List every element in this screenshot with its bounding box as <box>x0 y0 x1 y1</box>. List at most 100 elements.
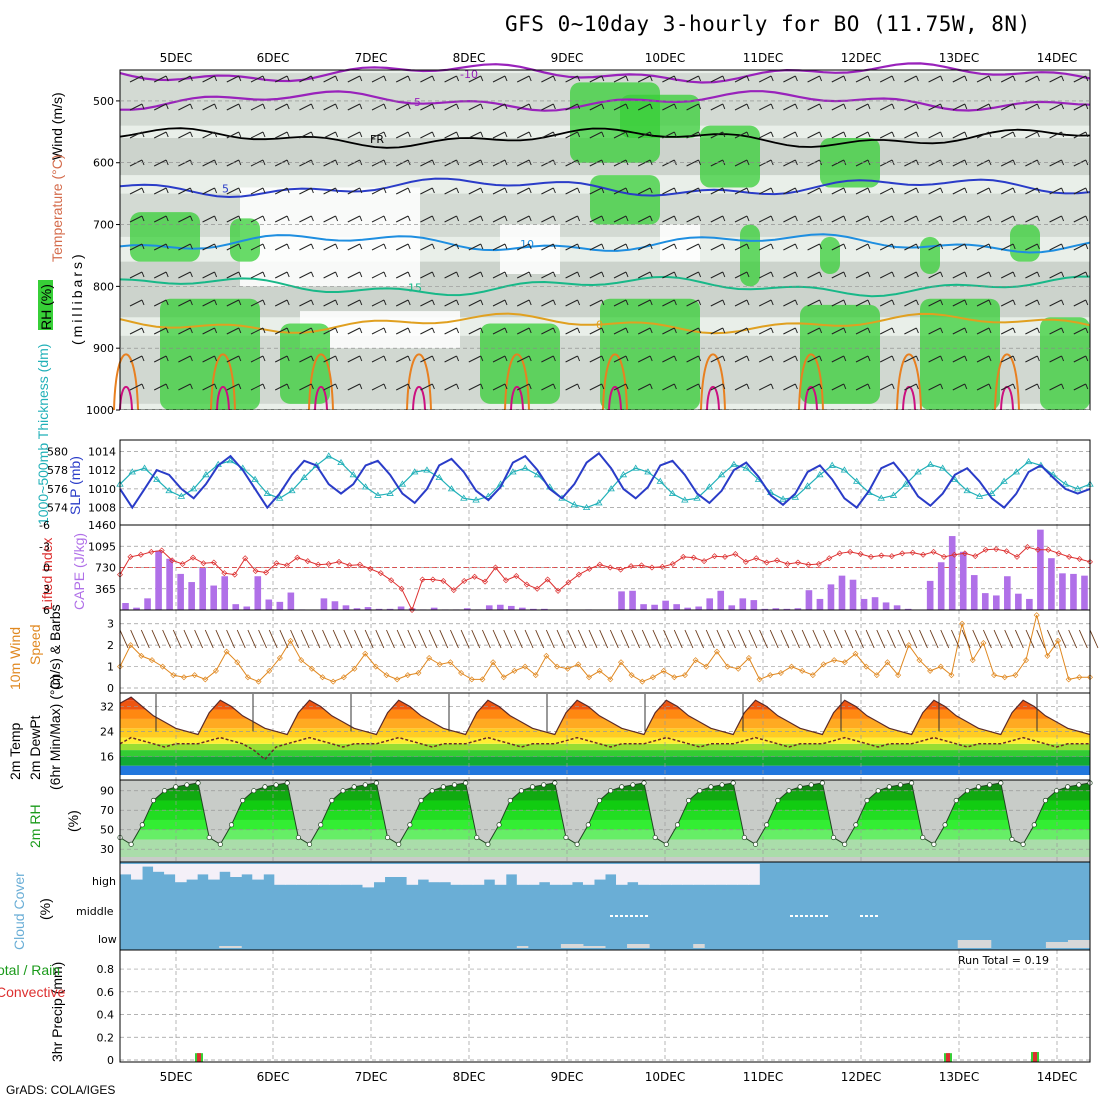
cloud-high-gap <box>505 864 518 875</box>
wind-barb-flag <box>504 383 508 390</box>
wind-speed-point <box>372 663 379 670</box>
cape-bar <box>816 598 824 610</box>
temp-tick: 16 <box>100 750 114 763</box>
wind-barb <box>347 271 361 279</box>
wind-barb-flag <box>698 243 702 250</box>
wind-barb <box>976 327 990 335</box>
li-point <box>784 560 791 567</box>
wind-barb-flag <box>286 103 290 110</box>
wind-barb <box>347 103 361 111</box>
rh-point <box>931 841 937 847</box>
wind-barb-flag <box>1061 103 1065 110</box>
cape-bar <box>783 608 791 610</box>
wind-barb-flag <box>843 131 847 138</box>
wind-barb <box>758 215 772 223</box>
wind-barb-flag <box>770 355 774 362</box>
wind-speed-point <box>170 672 177 679</box>
wind-barb-flag <box>1085 131 1089 138</box>
wind-speed-point <box>543 652 550 659</box>
wind-speed-point <box>554 663 561 670</box>
wind-barb-flag <box>335 299 339 306</box>
wind-barb <box>343 629 353 649</box>
wind-speed-point <box>831 657 838 664</box>
wind-barb-flag <box>214 327 218 334</box>
wind-barb-flag <box>770 383 774 390</box>
wind-barb <box>129 131 143 139</box>
li-point <box>482 578 489 585</box>
wind-barb <box>684 629 694 649</box>
cloud-low-bar <box>571 944 584 948</box>
wind-barb <box>420 299 433 307</box>
wind-barb <box>371 187 385 195</box>
wind-barb <box>250 75 264 83</box>
wind-barb <box>541 243 554 251</box>
wind-barb <box>758 355 772 363</box>
thickness-point <box>570 501 579 508</box>
wind-barb <box>202 103 215 111</box>
wind-barb <box>589 103 603 111</box>
wind-barb <box>833 629 843 649</box>
li-point <box>1045 546 1052 553</box>
wind-speed-point <box>426 655 433 661</box>
wind-barb <box>758 243 772 251</box>
wind-barb <box>250 187 264 195</box>
wind-barb <box>299 187 312 195</box>
cape-bar <box>948 536 956 610</box>
wind-barb-flag <box>286 75 290 82</box>
wind-barb <box>323 215 336 223</box>
cloud-high-gap <box>616 864 628 885</box>
wind-barb <box>928 327 941 335</box>
wind-barb <box>783 299 796 307</box>
thickness-point <box>398 480 407 487</box>
li-point <box>742 558 749 565</box>
cape-bar <box>1004 576 1011 610</box>
cloud-low-bar <box>957 940 970 948</box>
thickness-point <box>742 464 750 471</box>
wind-barb <box>637 327 651 335</box>
wind-barb <box>976 75 990 83</box>
li-point <box>1034 546 1041 553</box>
wind-barb-flag <box>770 131 774 138</box>
cape-bar <box>287 592 295 610</box>
wind-barb <box>952 299 966 307</box>
wind-barb-flag <box>794 271 798 278</box>
cape-tick: 1095 <box>88 540 116 553</box>
isotherm-line <box>119 275 1090 298</box>
cloud-low-bar <box>230 946 242 948</box>
wind-barb-flag <box>1036 103 1040 110</box>
cloud-high-gap <box>649 864 661 885</box>
wind-barb-flag <box>1085 215 1089 222</box>
wind-speed-point <box>575 661 582 668</box>
wind-barb <box>274 131 288 139</box>
cape-bar <box>684 607 691 610</box>
li-point <box>158 547 165 554</box>
wind-barb <box>153 75 167 83</box>
thickness-point <box>128 468 136 475</box>
wind-barb <box>202 355 215 363</box>
wind-barb-flag <box>964 243 968 250</box>
cloud-high-gap <box>329 864 341 885</box>
wind-barb <box>250 215 264 223</box>
rh-point <box>385 834 391 841</box>
li-point <box>315 561 322 568</box>
wind-barb-flag <box>649 299 653 306</box>
cloud-low-bar <box>593 946 606 948</box>
thickness-point <box>840 466 849 473</box>
wind-barb-flag <box>238 103 242 110</box>
wind-barb-flag <box>673 75 677 82</box>
li-point <box>680 553 687 560</box>
wind-barb <box>801 629 811 649</box>
wind-barb-flag <box>262 299 266 306</box>
wind-barb-flag <box>988 131 992 138</box>
thickness-point <box>484 492 493 499</box>
wind-barb <box>904 75 917 83</box>
wind-barb-flag <box>698 103 702 110</box>
wind-barb <box>855 243 869 251</box>
wind-barb <box>323 103 336 111</box>
wind-speed-point <box>948 672 955 679</box>
li-point <box>190 554 197 561</box>
li-point <box>429 576 436 583</box>
wind-barb <box>952 383 966 391</box>
wind-barb-flag <box>794 103 798 110</box>
cloud-high-gap <box>748 864 760 885</box>
